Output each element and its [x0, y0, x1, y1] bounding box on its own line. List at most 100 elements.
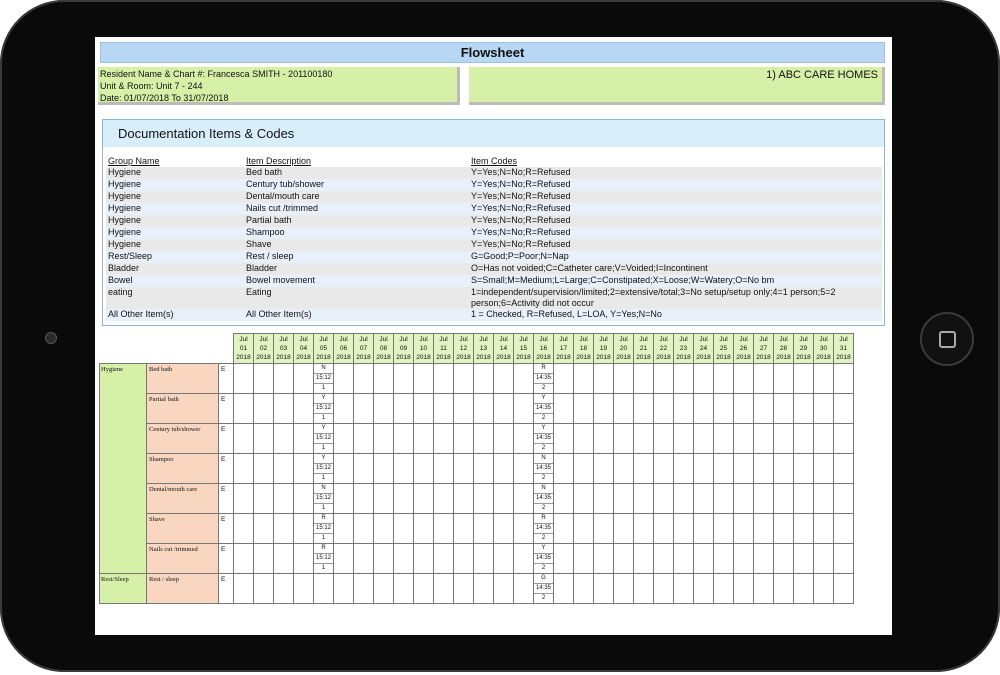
day-cell[interactable] — [593, 513, 614, 544]
day-cell[interactable] — [413, 393, 434, 424]
day-cell[interactable] — [813, 573, 834, 604]
day-cell[interactable] — [253, 423, 274, 454]
day-cell[interactable] — [333, 423, 354, 454]
day-cell[interactable] — [393, 573, 414, 604]
day-cell[interactable] — [753, 513, 774, 544]
day-cell[interactable] — [513, 573, 534, 604]
day-cell[interactable] — [813, 423, 834, 454]
day-cell[interactable] — [373, 483, 394, 514]
day-cell[interactable] — [353, 483, 374, 514]
day-cell[interactable] — [713, 453, 734, 484]
day-cell[interactable] — [793, 363, 814, 394]
day-cell[interactable] — [513, 453, 534, 484]
day-cell[interactable] — [713, 573, 734, 604]
day-cell[interactable] — [713, 423, 734, 454]
day-cell[interactable] — [573, 513, 594, 544]
day-cell[interactable] — [493, 483, 514, 514]
day-cell[interactable] — [493, 423, 514, 454]
day-cell[interactable] — [753, 543, 774, 574]
day-cell[interactable] — [413, 423, 434, 454]
day-cell[interactable] — [393, 363, 414, 394]
day-cell[interactable] — [773, 363, 794, 394]
day-cell[interactable] — [433, 423, 454, 454]
day-cell[interactable] — [513, 543, 534, 574]
day-cell[interactable] — [573, 423, 594, 454]
day-cell[interactable] — [813, 483, 834, 514]
day-cell[interactable] — [233, 573, 254, 604]
day-cell[interactable] — [793, 423, 814, 454]
day-cell[interactable] — [393, 393, 414, 424]
day-cell[interactable] — [513, 423, 534, 454]
day-cell[interactable] — [273, 543, 294, 574]
day-cell[interactable] — [493, 393, 514, 424]
day-cell[interactable] — [453, 453, 474, 484]
day-cell[interactable] — [433, 453, 454, 484]
day-cell[interactable] — [233, 453, 254, 484]
day-cell[interactable] — [253, 513, 274, 544]
day-cell[interactable] — [513, 393, 534, 424]
day-cell[interactable] — [793, 573, 814, 604]
day-cell[interactable] — [333, 453, 354, 484]
day-cell[interactable] — [613, 483, 634, 514]
day-cell[interactable] — [653, 483, 674, 514]
day-cell[interactable] — [673, 483, 694, 514]
day-cell[interactable] — [353, 393, 374, 424]
day-cell[interactable] — [333, 363, 354, 394]
day-cell[interactable] — [713, 483, 734, 514]
day-cell[interactable] — [753, 453, 774, 484]
day-cell[interactable] — [793, 513, 814, 544]
day-cell[interactable] — [473, 423, 494, 454]
day-cell[interactable]: N 14:35 2 — [533, 453, 554, 484]
day-cell[interactable]: N 14:35 2 — [533, 483, 554, 514]
day-cell[interactable] — [433, 393, 454, 424]
day-cell[interactable] — [273, 363, 294, 394]
day-cell[interactable]: R 14:35 2 — [533, 363, 554, 394]
day-cell[interactable] — [473, 573, 494, 604]
day-cell[interactable] — [733, 513, 754, 544]
day-cell[interactable] — [293, 513, 314, 544]
day-cell[interactable] — [773, 513, 794, 544]
day-cell[interactable] — [473, 393, 494, 424]
day-cell[interactable] — [773, 453, 794, 484]
day-cell[interactable] — [833, 453, 854, 484]
day-cell[interactable]: G 14:35 2 — [533, 573, 554, 604]
day-cell[interactable] — [753, 423, 774, 454]
day-cell[interactable] — [633, 513, 654, 544]
day-cell[interactable] — [693, 423, 714, 454]
day-cell[interactable] — [613, 513, 634, 544]
day-cell[interactable] — [833, 513, 854, 544]
day-cell[interactable] — [653, 363, 674, 394]
day-cell[interactable] — [473, 543, 494, 574]
day-cell[interactable] — [353, 543, 374, 574]
day-cell[interactable] — [753, 363, 774, 394]
day-cell[interactable] — [573, 453, 594, 484]
day-cell[interactable] — [453, 483, 474, 514]
day-cell[interactable] — [733, 453, 754, 484]
day-cell[interactable] — [513, 363, 534, 394]
day-cell[interactable] — [233, 543, 254, 574]
day-cell[interactable] — [813, 513, 834, 544]
day-cell[interactable] — [293, 543, 314, 574]
day-cell[interactable] — [333, 573, 354, 604]
day-cell[interactable] — [713, 393, 734, 424]
day-cell[interactable] — [373, 513, 394, 544]
day-cell[interactable] — [693, 483, 714, 514]
day-cell[interactable] — [393, 513, 414, 544]
day-cell[interactable] — [253, 393, 274, 424]
day-cell[interactable]: R 15:12 1 — [313, 543, 334, 574]
day-cell[interactable] — [393, 423, 414, 454]
day-cell[interactable] — [273, 573, 294, 604]
day-cell[interactable] — [573, 393, 594, 424]
day-cell[interactable] — [253, 363, 274, 394]
day-cell[interactable] — [413, 453, 434, 484]
day-cell[interactable] — [693, 363, 714, 394]
day-cell[interactable] — [713, 363, 734, 394]
day-cell[interactable] — [513, 483, 534, 514]
day-cell[interactable] — [833, 483, 854, 514]
day-cell[interactable]: Y 15:12 1 — [313, 453, 334, 484]
day-cell[interactable] — [453, 573, 474, 604]
day-cell[interactable] — [833, 393, 854, 424]
day-cell[interactable] — [653, 513, 674, 544]
day-cell[interactable] — [293, 423, 314, 454]
day-cell[interactable] — [593, 423, 614, 454]
